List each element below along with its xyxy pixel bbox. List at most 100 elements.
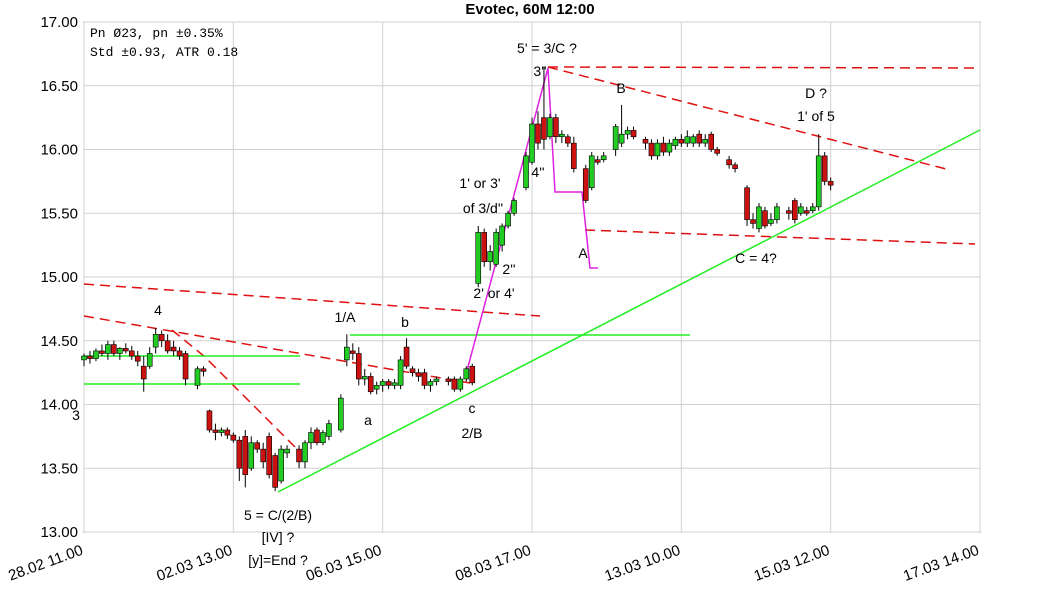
candle-body bbox=[105, 344, 111, 354]
candle-body bbox=[594, 159, 601, 163]
candle-body bbox=[123, 348, 129, 352]
candle-body bbox=[624, 130, 631, 135]
x-tick-label: 13.03 10.00 bbox=[602, 542, 682, 585]
candle-body bbox=[529, 123, 535, 163]
candle-body bbox=[493, 232, 499, 265]
y-tick-label: 15.00 bbox=[40, 269, 78, 286]
candle-body bbox=[660, 142, 667, 153]
candle-body bbox=[236, 439, 243, 469]
y-tick-label: 13.50 bbox=[40, 460, 78, 477]
annotation: 2' or 4' bbox=[473, 285, 514, 301]
candle-body bbox=[797, 206, 804, 214]
candle-body bbox=[218, 429, 225, 433]
candle-body bbox=[194, 368, 201, 386]
annotation: 5' = 3/C ? bbox=[517, 40, 577, 56]
candle-body bbox=[128, 350, 135, 357]
candle-body bbox=[81, 355, 87, 361]
annotation: [IV] ? bbox=[262, 529, 295, 545]
candle-body bbox=[541, 117, 547, 140]
candle-body bbox=[648, 142, 655, 157]
y-tick-label: 17.00 bbox=[40, 14, 78, 31]
candle-body bbox=[762, 210, 768, 227]
candle-body bbox=[87, 355, 93, 359]
trend-line bbox=[584, 229, 976, 245]
candle-body bbox=[451, 378, 458, 390]
candle-body bbox=[690, 136, 697, 144]
y-tick-label: 14.00 bbox=[40, 397, 78, 414]
candle-body bbox=[672, 139, 679, 146]
annotation: a bbox=[364, 412, 372, 428]
candle-body bbox=[666, 142, 673, 153]
annotations: 4 3 1/A b a c 2/B 5 = C/(2/B) [IV] ? [y]… bbox=[72, 40, 835, 568]
candle-body bbox=[553, 117, 559, 138]
y-tick-label: 13.00 bbox=[40, 524, 78, 541]
candle-body bbox=[164, 340, 171, 352]
candle-body bbox=[571, 142, 577, 169]
candle-body bbox=[349, 350, 356, 354]
candle-body bbox=[469, 365, 476, 384]
annotation: B bbox=[616, 80, 625, 96]
candle-body bbox=[379, 381, 386, 386]
annotation: 4 bbox=[154, 302, 162, 318]
candle-body bbox=[248, 442, 255, 469]
candle-body bbox=[445, 378, 452, 382]
candle-body bbox=[499, 225, 505, 246]
x-tick-label: 28.02 11.00 bbox=[6, 542, 85, 585]
candle-body bbox=[768, 219, 774, 224]
annotation: A bbox=[578, 245, 588, 261]
info-text: Std ±0.93, ATR 0.18 bbox=[90, 45, 238, 60]
candle-body bbox=[111, 344, 117, 354]
candle-body bbox=[559, 133, 565, 138]
candle-body bbox=[308, 432, 314, 444]
candle-body bbox=[254, 442, 261, 450]
candle-body bbox=[158, 334, 165, 342]
candle-body bbox=[403, 346, 410, 367]
candle-body bbox=[505, 212, 511, 227]
candle-body bbox=[320, 432, 326, 444]
candle-body bbox=[696, 133, 703, 144]
y-tick-label: 16.00 bbox=[40, 142, 78, 159]
candle-body bbox=[373, 385, 380, 390]
candle-body bbox=[702, 139, 709, 144]
annotation: 5 = C/(2/B) bbox=[244, 507, 312, 523]
info-text: Pn Ø23, pn ±0.35% bbox=[90, 26, 223, 41]
candle-body bbox=[176, 350, 183, 357]
annotation: D ? bbox=[805, 85, 827, 101]
candle-body bbox=[511, 200, 517, 214]
y-tick-label: 14.50 bbox=[40, 333, 78, 350]
candle-body bbox=[756, 206, 762, 229]
candle-body bbox=[344, 346, 350, 361]
trend-line bbox=[547, 66, 951, 171]
candle-body bbox=[230, 434, 237, 441]
candle-body bbox=[523, 155, 529, 189]
candle-body bbox=[266, 436, 272, 475]
annotation: c bbox=[469, 400, 476, 416]
y-tick-label: 15.50 bbox=[40, 205, 78, 222]
x-tick-label: 08.03 17.00 bbox=[453, 542, 533, 585]
candle-body bbox=[260, 448, 267, 463]
candle-body bbox=[708, 133, 715, 150]
annotation: C = 4? bbox=[735, 250, 777, 266]
candle-body bbox=[815, 155, 822, 208]
candle-body bbox=[803, 210, 810, 214]
y-tick-label: 16.50 bbox=[40, 78, 78, 95]
candle-body bbox=[535, 123, 541, 144]
candle-body bbox=[296, 448, 302, 463]
candle-body bbox=[421, 372, 428, 386]
candle-body bbox=[326, 423, 332, 437]
candle-body bbox=[588, 155, 595, 189]
candle-body bbox=[242, 436, 249, 475]
candle-body bbox=[224, 429, 231, 436]
candle-body bbox=[809, 206, 816, 212]
candle-body bbox=[786, 210, 792, 214]
candle-body bbox=[152, 334, 159, 348]
annotation: of 3/d'' bbox=[463, 200, 503, 216]
candle-body bbox=[654, 142, 661, 157]
candle-body bbox=[714, 149, 720, 154]
candle-body bbox=[827, 181, 834, 186]
candle-body bbox=[630, 130, 637, 138]
candle-body bbox=[678, 139, 685, 144]
trend-line bbox=[83, 283, 541, 317]
candle-body bbox=[427, 381, 434, 386]
